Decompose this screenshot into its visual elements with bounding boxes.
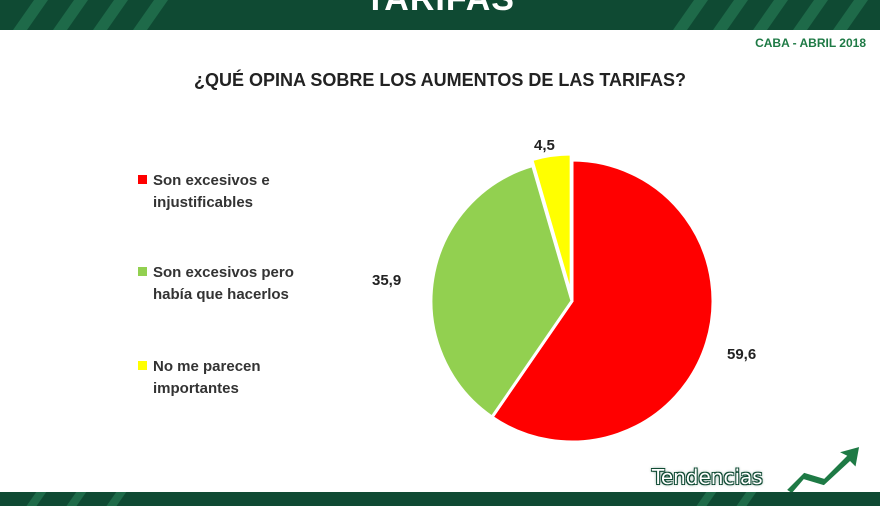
legend-label: Son excesivos pero había que hacerlos xyxy=(153,264,294,303)
header-bar: TARIFAS xyxy=(0,0,880,30)
legend-item: No me parecen importantes xyxy=(138,356,338,400)
data-label: 4,5 xyxy=(534,137,555,154)
pie-slice xyxy=(489,158,715,444)
pie-slice xyxy=(529,152,573,296)
legend-label: No me parecen importantes xyxy=(153,358,261,397)
footer-bar xyxy=(0,492,880,506)
legend-item: Son excesivos pero había que hacerlos xyxy=(138,262,338,306)
legend-label: Son excesivos e injustificables xyxy=(153,172,270,211)
legend-swatch xyxy=(138,175,147,184)
survey-subtitle: CABA - ABRIL 2018 xyxy=(755,36,866,50)
legend-swatch xyxy=(138,361,147,370)
data-label: 59,6 xyxy=(727,346,756,363)
trend-arrow-icon xyxy=(784,444,861,495)
data-label: 35,9 xyxy=(372,272,401,289)
chart-title: ¿QUÉ OPINA SOBRE LOS AUMENTOS DE LAS TAR… xyxy=(193,70,687,90)
pie-slices xyxy=(429,152,715,444)
pie-slice xyxy=(429,163,574,420)
legend-swatch xyxy=(138,267,147,276)
brand-logo: Tendencias xyxy=(652,465,763,489)
header-title: TARIFAS xyxy=(0,0,880,19)
legend-item: Son excesivos e injustificables xyxy=(138,170,338,214)
